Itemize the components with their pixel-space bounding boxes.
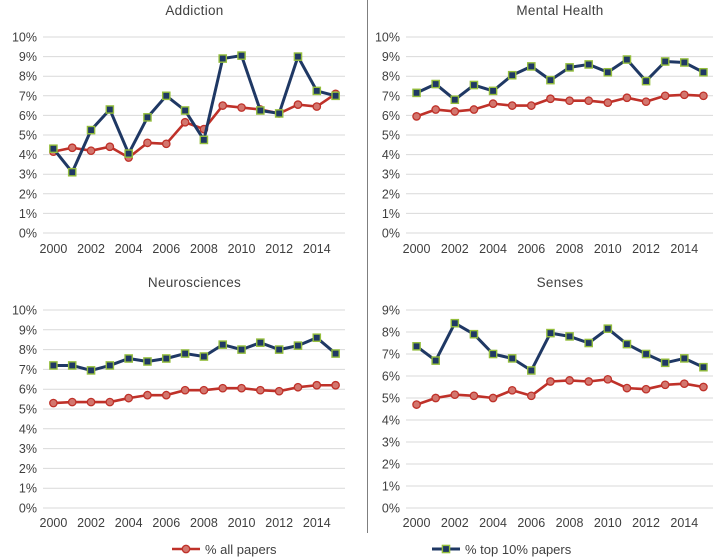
svg-text:2006: 2006 (517, 242, 545, 256)
legend-item-all-papers: % all papers (171, 539, 277, 559)
svg-text:4%: 4% (19, 148, 37, 162)
svg-text:2000: 2000 (403, 516, 431, 530)
svg-text:2000: 2000 (40, 242, 68, 256)
svg-text:4%: 4% (19, 422, 37, 436)
chart-panel-neurosciences: Neurosciences 0% 1% 2% 3% 4% 5% 6% 7% 8% 9% 10% 200… (0, 268, 360, 532)
svg-text:0%: 0% (19, 502, 37, 516)
svg-text:5%: 5% (382, 392, 400, 406)
svg-text:2000: 2000 (40, 516, 68, 530)
svg-text:2006: 2006 (517, 516, 545, 530)
svg-text:8%: 8% (19, 343, 37, 357)
legend-item-top10-papers: % top 10% papers (431, 539, 571, 559)
svg-text:2004: 2004 (115, 516, 143, 530)
svg-text:7%: 7% (382, 348, 400, 362)
svg-text:7%: 7% (19, 89, 37, 103)
svg-text:2010: 2010 (228, 242, 256, 256)
svg-text:6%: 6% (382, 109, 400, 123)
svg-text:1%: 1% (19, 207, 37, 221)
svg-text:2%: 2% (19, 462, 37, 476)
svg-text:0%: 0% (382, 227, 400, 241)
svg-text:4%: 4% (382, 414, 400, 428)
svg-text:8%: 8% (19, 70, 37, 84)
legend-label-top10-papers: % top 10% papers (465, 541, 572, 557)
svg-text:9%: 9% (382, 50, 400, 64)
svg-text:2012: 2012 (265, 516, 293, 530)
svg-text:1%: 1% (382, 480, 400, 494)
svg-text:2006: 2006 (152, 516, 180, 530)
chart-neurosciences-plot: 0% 1% 2% 3% 4% 5% 6% 7% 8% 9% 10% 2000 2002 2004 2006 2… (12, 304, 345, 530)
svg-text:1%: 1% (382, 207, 400, 221)
chart-title-neurosciences: Neurosciences (147, 275, 242, 290)
svg-text:2008: 2008 (190, 242, 218, 256)
svg-text:2014: 2014 (670, 516, 698, 530)
svg-text:2014: 2014 (303, 516, 331, 530)
svg-text:2012: 2012 (632, 516, 660, 530)
svg-text:2008: 2008 (556, 242, 584, 256)
svg-text:7%: 7% (382, 89, 400, 103)
svg-text:2%: 2% (382, 458, 400, 472)
svg-text:2002: 2002 (441, 242, 469, 256)
svg-text:2014: 2014 (670, 242, 698, 256)
chart-legend: % all papers % top 10% papers (0, 539, 727, 560)
chart-senses-plot: 0% 1% 2% 3% 4% 5% 6% 7% 8% 9% 2000 2002 2004 2006 2008… (382, 304, 713, 530)
svg-text:2010: 2010 (594, 242, 622, 256)
top10-papers-legend-marker-icon (432, 544, 460, 554)
svg-text:2002: 2002 (77, 516, 105, 530)
svg-text:8%: 8% (382, 70, 400, 84)
svg-text:2006: 2006 (152, 242, 180, 256)
svg-text:9%: 9% (19, 323, 37, 337)
svg-text:9%: 9% (382, 304, 400, 318)
svg-text:9%: 9% (19, 50, 37, 64)
svg-text:2%: 2% (19, 187, 37, 201)
svg-text:3%: 3% (382, 436, 400, 450)
legend-label-all-papers: % all papers (205, 541, 277, 557)
svg-text:2000: 2000 (403, 242, 431, 256)
svg-text:3%: 3% (19, 168, 37, 182)
all-papers-legend-marker-icon (172, 544, 200, 554)
svg-text:2%: 2% (382, 187, 400, 201)
svg-text:2012: 2012 (632, 242, 660, 256)
svg-text:2002: 2002 (441, 516, 469, 530)
chart-panel-mental-health: Mental Health 0% 1% 2% 3% 4% 5% 6% 7% 8% 9% 10% 200… (368, 0, 727, 258)
svg-text:0%: 0% (19, 227, 37, 241)
svg-text:2004: 2004 (115, 242, 143, 256)
svg-text:7%: 7% (19, 363, 37, 377)
svg-text:2008: 2008 (190, 516, 218, 530)
svg-text:3%: 3% (382, 168, 400, 182)
svg-text:2010: 2010 (228, 516, 256, 530)
chart-title-addiction: Addiction (165, 3, 224, 18)
svg-text:2004: 2004 (479, 516, 507, 530)
svg-text:3%: 3% (19, 442, 37, 456)
svg-text:2010: 2010 (594, 516, 622, 530)
chart-title-mental-health: Mental Health (516, 3, 604, 18)
svg-text:4%: 4% (382, 148, 400, 162)
svg-text:10%: 10% (12, 304, 37, 318)
svg-text:5%: 5% (19, 129, 37, 143)
svg-text:0%: 0% (382, 502, 400, 516)
svg-text:5%: 5% (382, 129, 400, 143)
chart-panel-addiction: Addiction 0% 1% 2% 3% 4% 5% 6% 7% 8% 9% 10% 2000 200… (0, 0, 360, 258)
svg-text:10%: 10% (375, 31, 400, 45)
svg-text:2004: 2004 (479, 242, 507, 256)
svg-text:2014: 2014 (303, 242, 331, 256)
svg-text:6%: 6% (19, 109, 37, 123)
svg-text:10%: 10% (12, 31, 37, 45)
svg-text:2012: 2012 (265, 242, 293, 256)
panel-divider-line (367, 0, 368, 533)
svg-text:5%: 5% (19, 403, 37, 417)
chart-mental-health-plot: 0% 1% 2% 3% 4% 5% 6% 7% 8% 9% 10% 2000 2002 2004 2006 2… (375, 31, 713, 256)
svg-text:8%: 8% (382, 326, 400, 340)
chart-title-senses: Senses (536, 275, 584, 290)
svg-text:6%: 6% (382, 370, 400, 384)
svg-text:6%: 6% (19, 383, 37, 397)
svg-text:2002: 2002 (77, 242, 105, 256)
chart-addiction-plot: 0% 1% 2% 3% 4% 5% 6% 7% 8% 9% 10% 2000 2002 2004 2006 2… (12, 31, 345, 256)
svg-text:2008: 2008 (556, 516, 584, 530)
chart-panel-senses: Senses 0% 1% 2% 3% 4% 5% 6% 7% 8% 9% 2000 2002 2004 2… (368, 268, 727, 532)
svg-text:1%: 1% (19, 482, 37, 496)
